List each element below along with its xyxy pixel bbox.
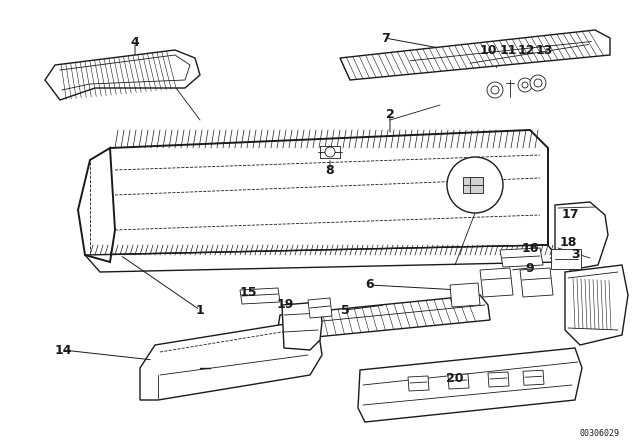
Polygon shape [480, 268, 513, 297]
Polygon shape [358, 348, 582, 422]
Text: 10: 10 [479, 43, 497, 56]
Polygon shape [565, 265, 628, 345]
Polygon shape [110, 130, 548, 262]
Circle shape [325, 147, 335, 157]
Polygon shape [463, 177, 483, 193]
Polygon shape [408, 376, 429, 391]
Polygon shape [448, 374, 469, 389]
Circle shape [447, 157, 503, 213]
Circle shape [491, 86, 499, 94]
Circle shape [530, 75, 546, 91]
Circle shape [487, 82, 503, 98]
Text: 5: 5 [340, 303, 349, 316]
Text: 19: 19 [276, 298, 294, 311]
Text: 18: 18 [559, 236, 577, 249]
Text: 11: 11 [499, 43, 516, 56]
Polygon shape [85, 245, 560, 272]
Polygon shape [340, 30, 610, 80]
Text: 4: 4 [131, 35, 140, 48]
Polygon shape [308, 298, 332, 318]
Text: 7: 7 [381, 31, 389, 44]
Polygon shape [500, 248, 543, 267]
Text: 8: 8 [326, 164, 334, 177]
Text: 9: 9 [525, 262, 534, 275]
Polygon shape [45, 50, 200, 100]
Text: 15: 15 [239, 287, 257, 300]
Circle shape [518, 78, 532, 92]
Text: 00306029: 00306029 [580, 429, 620, 438]
Text: 17: 17 [561, 208, 579, 221]
Text: 13: 13 [535, 43, 553, 56]
Polygon shape [278, 295, 490, 340]
Text: 14: 14 [54, 344, 72, 357]
Polygon shape [140, 320, 322, 400]
Text: 12: 12 [517, 43, 535, 56]
Polygon shape [488, 372, 509, 387]
Polygon shape [523, 370, 544, 385]
Polygon shape [240, 288, 280, 304]
Polygon shape [320, 146, 340, 158]
Polygon shape [555, 202, 608, 270]
FancyBboxPatch shape [551, 249, 581, 269]
Text: 6: 6 [365, 279, 374, 292]
Polygon shape [520, 268, 553, 297]
Text: 16: 16 [522, 241, 539, 254]
Polygon shape [78, 148, 115, 262]
Text: 2: 2 [386, 108, 394, 121]
Polygon shape [450, 283, 480, 307]
Circle shape [534, 79, 542, 87]
Text: 20: 20 [446, 371, 464, 384]
Text: 3: 3 [571, 249, 579, 262]
Circle shape [522, 82, 528, 88]
Text: 1: 1 [196, 303, 204, 316]
Polygon shape [282, 302, 322, 350]
